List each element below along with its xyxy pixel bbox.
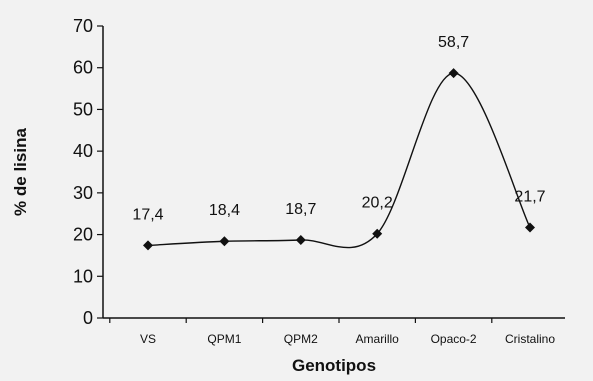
data-point-marker <box>372 228 383 239</box>
markers <box>143 68 535 251</box>
x-category-label: VS <box>140 332 156 346</box>
data-point-marker <box>525 222 535 233</box>
data-point-marker <box>219 236 230 247</box>
data-labels: 17,4 18,4 18,7 20,2 58,7 21,7 <box>132 34 545 223</box>
y-tick-label: 30 <box>73 183 93 203</box>
x-category-label: QPM1 <box>207 332 241 346</box>
data-point-marker <box>295 234 306 245</box>
y-tick-label: 20 <box>73 225 93 245</box>
y-tick-label: 60 <box>73 58 93 78</box>
data-point-marker <box>143 240 153 251</box>
data-label: 20,2 <box>362 195 393 212</box>
data-label: 18,4 <box>209 202 240 219</box>
data-label: 18,7 <box>285 201 316 218</box>
y-tick-label: 10 <box>73 266 93 286</box>
y-tick-label: 0 <box>83 308 93 328</box>
y-tick-label: 40 <box>73 141 93 161</box>
data-label: 17,4 <box>132 206 163 223</box>
y-ticks: 0 10 20 30 40 50 60 70 <box>73 16 103 328</box>
x-ticks: VS QPM1 QPM2 Amarillo Opaco-2 Cristalino <box>109 318 555 346</box>
data-label: 58,7 <box>438 34 469 51</box>
data-label: 21,7 <box>514 188 545 205</box>
data-point-marker <box>448 68 459 79</box>
x-category-label: QPM2 <box>284 332 318 346</box>
y-tick-label: 50 <box>73 99 93 119</box>
y-axis-title: % de lisina <box>11 128 30 216</box>
x-category-label: Amarillo <box>356 332 400 346</box>
x-axis-title: Genotipos <box>292 356 376 375</box>
y-tick-label: 70 <box>73 16 93 36</box>
x-category-label: Cristalino <box>505 332 555 346</box>
x-category-label: Opaco-2 <box>431 332 477 346</box>
